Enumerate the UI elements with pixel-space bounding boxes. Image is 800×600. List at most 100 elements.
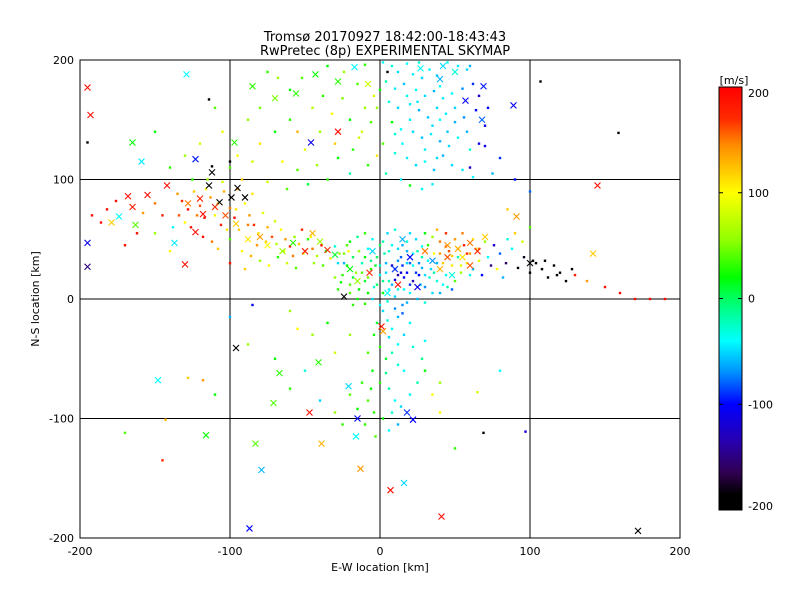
- data-point: [348, 393, 352, 396]
- data-point: [423, 369, 427, 372]
- cross-marker: [459, 253, 466, 261]
- data-point: [302, 252, 305, 255]
- data-point: [348, 172, 352, 175]
- data-point: [401, 303, 404, 307]
- data-point: [333, 142, 337, 145]
- cross-marker: [246, 525, 253, 532]
- data-point: [363, 232, 367, 235]
- data-point: [426, 259, 430, 262]
- data-point: [273, 220, 277, 223]
- cross-marker: [232, 344, 240, 352]
- data-point: [372, 411, 376, 414]
- y-tick-label: 200: [53, 54, 74, 67]
- data-point: [435, 156, 439, 160]
- data-point: [402, 369, 406, 372]
- data-point: [348, 333, 352, 337]
- data-point: [476, 391, 479, 394]
- data-point: [236, 187, 239, 191]
- data-point: [402, 333, 406, 337]
- cross-marker: [454, 245, 462, 253]
- data-point: [282, 250, 286, 253]
- data-point: [390, 244, 394, 247]
- data-point: [354, 271, 358, 274]
- data-point: [423, 339, 427, 343]
- data-point: [213, 214, 217, 217]
- cross-marker: [436, 75, 444, 83]
- data-point: [482, 431, 485, 435]
- data-point: [371, 297, 374, 301]
- data-point: [341, 97, 344, 100]
- data-point: [326, 321, 329, 325]
- data-point: [255, 244, 259, 247]
- data-point: [300, 76, 304, 80]
- cross-marker: [478, 116, 486, 124]
- data-point: [240, 178, 244, 181]
- data-point: [240, 250, 244, 253]
- data-point: [423, 273, 427, 277]
- data-point: [431, 183, 434, 186]
- data-point: [360, 130, 364, 133]
- data-point: [99, 221, 103, 224]
- cross-marker: [352, 433, 360, 440]
- data-point: [405, 94, 409, 98]
- data-point: [390, 351, 394, 354]
- data-point: [293, 235, 296, 239]
- data-point: [414, 271, 418, 274]
- cross-marker: [384, 289, 391, 297]
- data-point: [318, 130, 322, 133]
- data-point: [402, 288, 406, 291]
- cross-marker: [345, 382, 352, 390]
- cross-marker: [196, 195, 204, 203]
- cross-marker: [87, 111, 94, 119]
- data-point: [311, 247, 314, 251]
- data-point: [446, 285, 449, 289]
- data-point: [198, 142, 202, 145]
- data-point: [399, 255, 403, 259]
- data-point: [423, 148, 427, 151]
- data-point: [123, 244, 127, 247]
- data-point: [339, 281, 343, 284]
- data-point: [431, 124, 434, 127]
- data-point: [648, 297, 652, 301]
- cross-marker: [417, 64, 424, 72]
- data-point: [435, 228, 439, 231]
- data-point: [357, 136, 361, 139]
- data-point: [431, 393, 434, 396]
- data-point: [371, 238, 374, 241]
- data-point: [309, 235, 313, 239]
- data-point: [228, 206, 232, 210]
- cross-marker: [252, 440, 259, 447]
- data-point: [191, 178, 194, 181]
- data-point: [273, 130, 277, 133]
- data-point: [296, 327, 299, 331]
- cross-marker: [292, 90, 300, 97]
- cross-marker: [108, 219, 115, 226]
- data-point: [435, 261, 439, 265]
- data-point: [477, 247, 481, 251]
- data-point: [251, 160, 254, 163]
- data-point: [369, 120, 373, 124]
- data-point: [396, 106, 400, 109]
- data-point: [285, 187, 289, 191]
- data-point: [216, 247, 220, 251]
- data-point: [288, 118, 292, 121]
- data-point: [396, 343, 400, 346]
- cross-marker: [444, 241, 451, 249]
- data-point: [312, 261, 316, 265]
- data-point: [438, 118, 442, 121]
- data-point: [396, 363, 400, 366]
- data-point: [432, 271, 436, 274]
- data-point: [387, 100, 391, 104]
- cross-marker: [513, 213, 520, 220]
- data-point: [408, 283, 412, 286]
- data-point: [288, 245, 292, 248]
- data-point: [348, 240, 352, 243]
- data-point: [420, 357, 424, 360]
- colorbar-label: [m/s]: [720, 74, 749, 87]
- data-point: [228, 160, 232, 163]
- data-point: [411, 73, 415, 76]
- data-point: [573, 273, 577, 277]
- data-point: [411, 252, 415, 255]
- cross-marker: [154, 376, 162, 384]
- data-point: [416, 100, 419, 104]
